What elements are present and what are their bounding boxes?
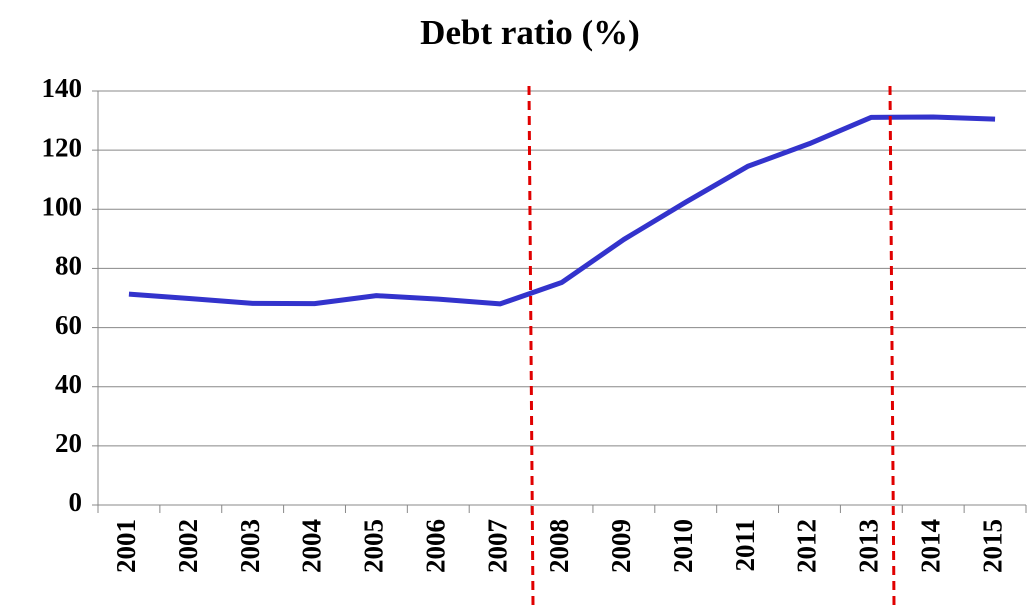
y-tick-label: 80 (55, 251, 82, 281)
x-tick-label: 2012 (792, 519, 822, 573)
x-tick-label: 2006 (420, 519, 450, 573)
y-tick-label: 120 (42, 132, 83, 162)
x-tick-label: 2001 (111, 519, 141, 573)
y-tick-label: 140 (42, 73, 83, 103)
y-tick-label: 100 (42, 191, 83, 221)
x-tick-label: 2005 (359, 519, 389, 573)
x-tick-label: 2013 (854, 519, 884, 573)
x-tick-label: 2009 (606, 519, 636, 573)
x-tick-label: 2002 (173, 519, 203, 573)
x-tick-label: 2008 (544, 519, 574, 573)
x-tick-label: 2014 (915, 519, 945, 573)
marker-line (888, 85, 896, 605)
chart-title: Debt ratio (%) (420, 13, 640, 52)
x-tick-label: 2015 (977, 519, 1007, 573)
y-tick-label: 40 (55, 369, 82, 399)
x-tick-label: 2011 (730, 519, 760, 572)
x-tick-label: 2004 (297, 519, 327, 573)
data-line (128, 114, 996, 307)
marker-line (527, 85, 535, 605)
x-tick-label: 2003 (235, 519, 265, 573)
y-tick-label: 0 (69, 487, 83, 517)
x-tick-label: 2007 (482, 519, 512, 573)
y-tick-label: 60 (55, 310, 82, 340)
x-tick-label: 2010 (668, 519, 698, 573)
y-tick-label: 20 (55, 428, 82, 458)
